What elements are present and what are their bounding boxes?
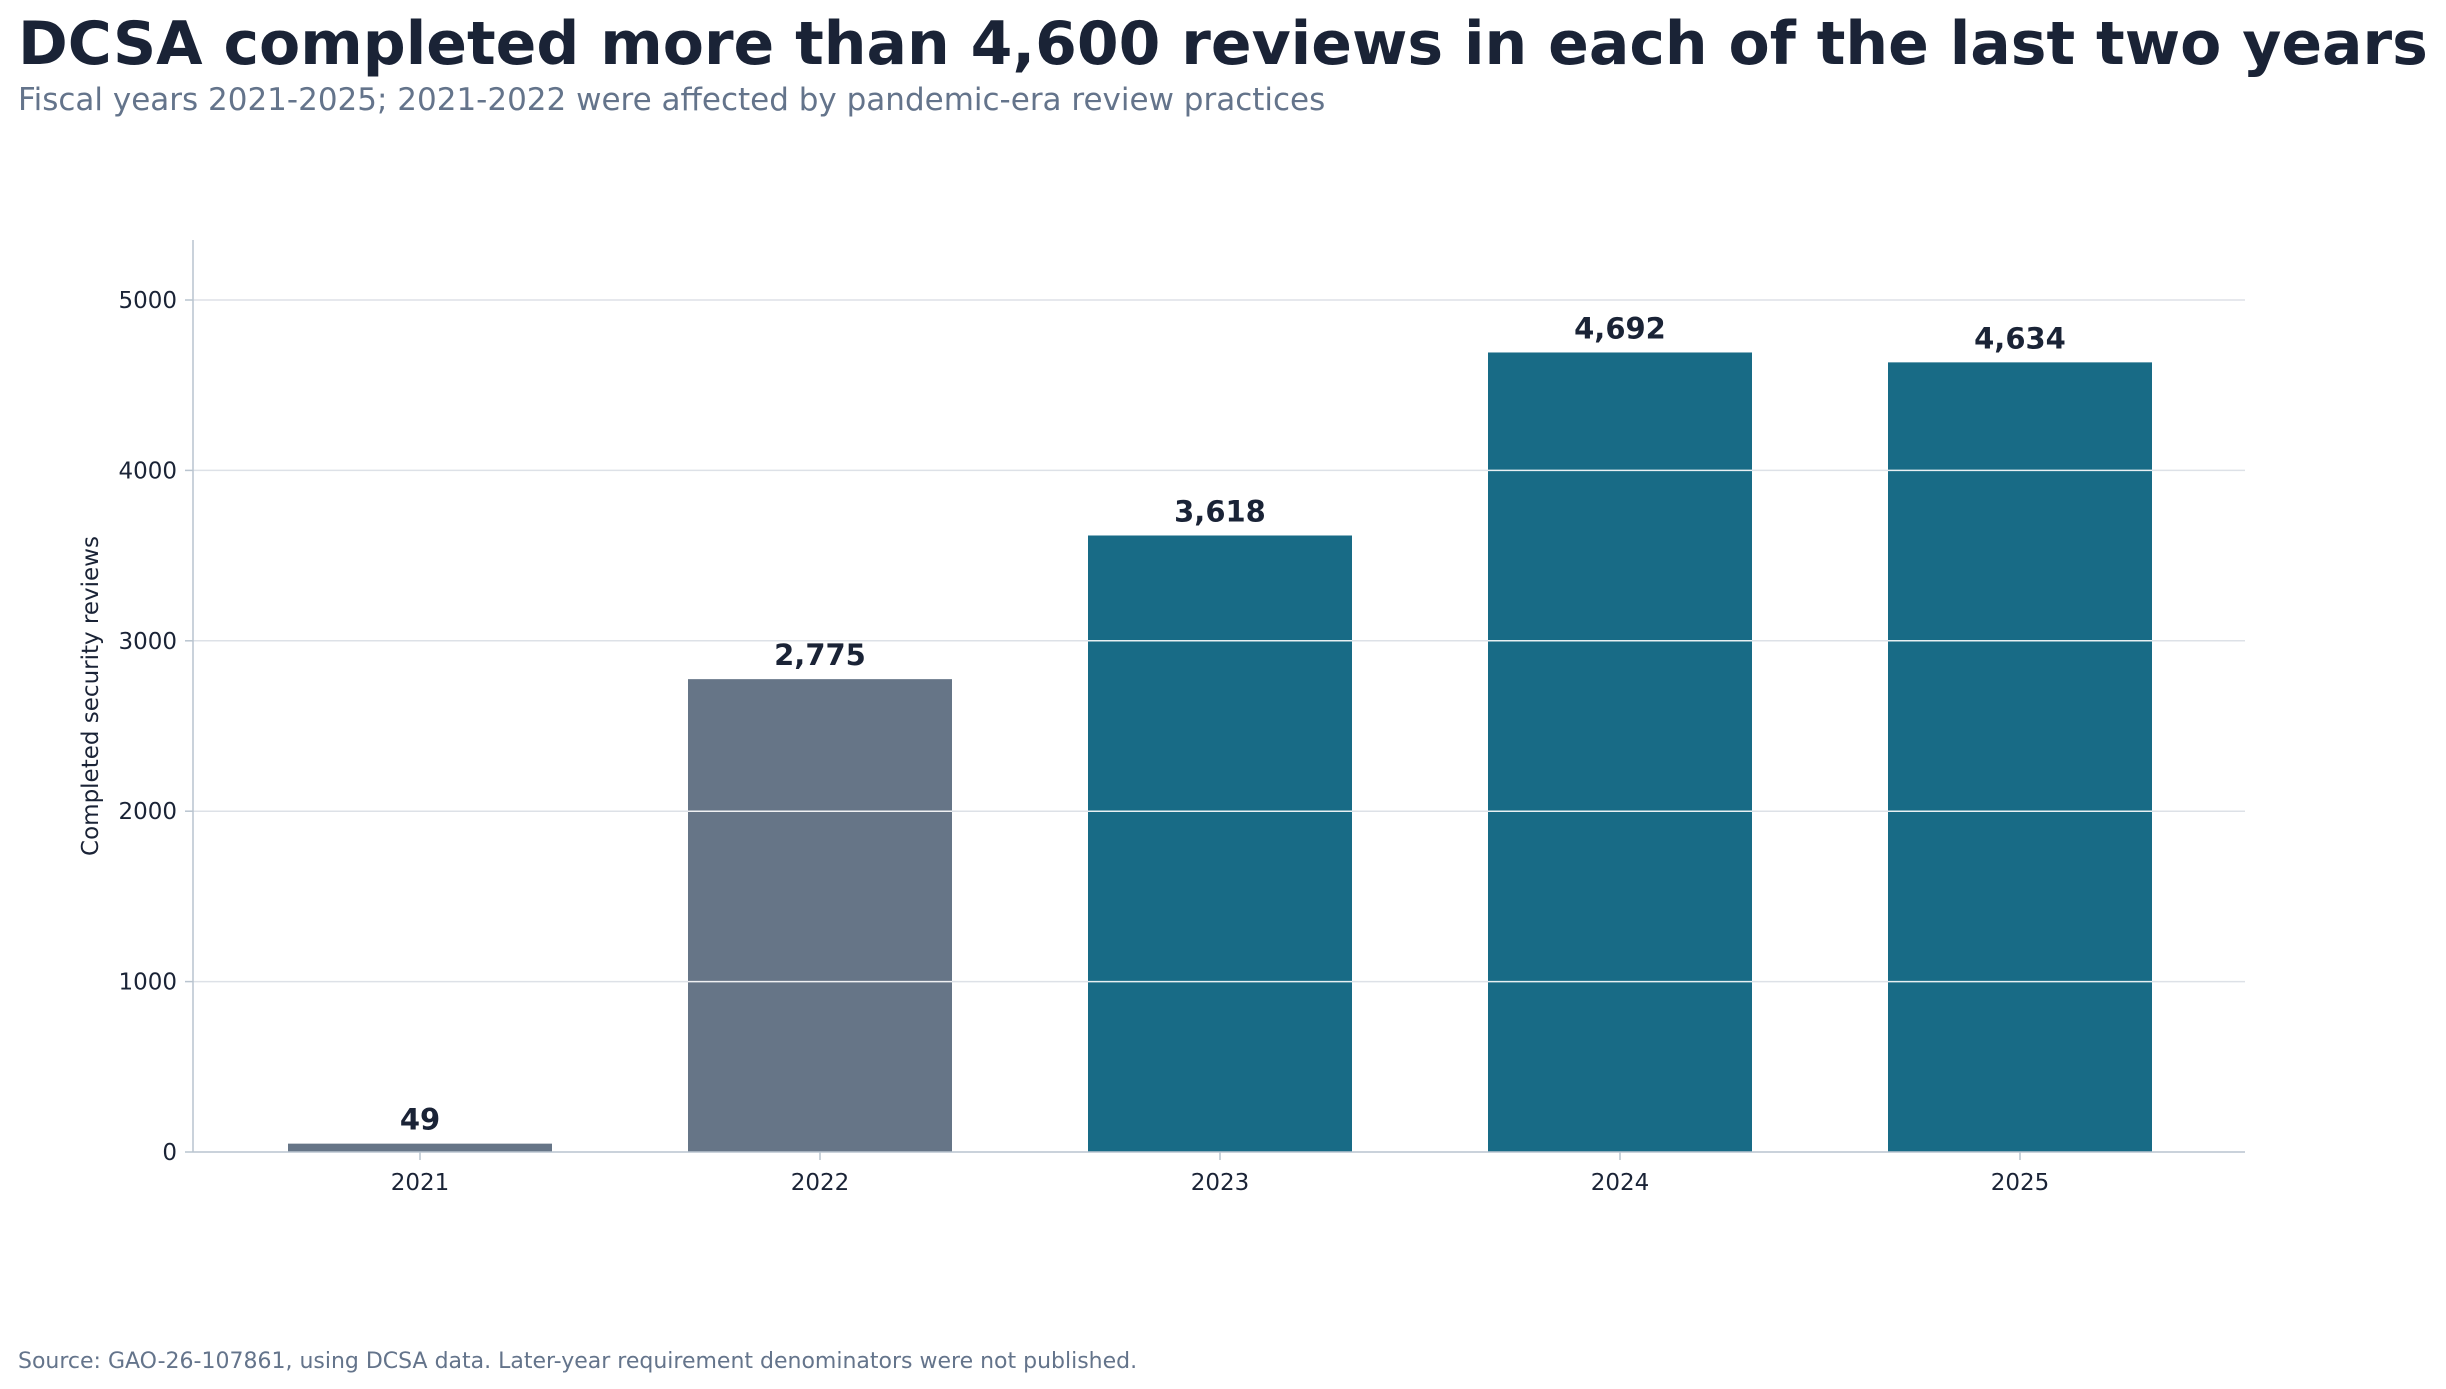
bar-value-label-2021: 49	[400, 1103, 440, 1137]
bar-2021	[288, 1143, 552, 1152]
x-tick-label-2021: 2021	[391, 1170, 450, 1196]
y-tick-label-4000: 4000	[118, 458, 177, 484]
x-tick-label-2023: 2023	[1191, 1170, 1250, 1196]
labels: 49 2021 2,775 2022 3,618 2023 4,692 2024 4,634 20…	[78, 288, 2066, 1196]
gridlines-over-bars	[688, 469, 2152, 983]
y-tick-label-5000: 5000	[118, 288, 177, 314]
y-tick-label-1000: 1000	[118, 970, 177, 996]
axes	[185, 240, 2245, 1160]
chart-title: DCSA completed more than 4,600 reviews i…	[18, 9, 2428, 79]
y-tick-label-2000: 2000	[118, 799, 177, 825]
bar-value-label-2022: 2,775	[774, 638, 866, 672]
x-tick-label-2024: 2024	[1591, 1170, 1650, 1196]
y-tick-label-3000: 3000	[118, 629, 177, 655]
bar-value-label-2023: 3,618	[1174, 494, 1266, 528]
bar-2024	[1488, 352, 1752, 1153]
bar-value-label-2025: 4,634	[1974, 321, 2066, 355]
source-note: Source: GAO-26-107861, using DCSA data. …	[18, 1349, 1138, 1374]
bar-2025	[1888, 362, 2152, 1152]
chart-subtitle: Fiscal years 2021-2025; 2021-2022 were a…	[18, 82, 1326, 118]
bar-2023	[1088, 535, 1352, 1152]
y-tick-label-0: 0	[162, 1140, 177, 1166]
x-tick-label-2022: 2022	[791, 1170, 850, 1196]
bar-value-label-2024: 4,692	[1574, 311, 1666, 345]
y-axis-title: Completed security reviews	[78, 536, 104, 856]
bars	[288, 352, 2152, 1153]
bar-2022	[688, 679, 952, 1152]
x-tick-label-2025: 2025	[1991, 1170, 2050, 1196]
